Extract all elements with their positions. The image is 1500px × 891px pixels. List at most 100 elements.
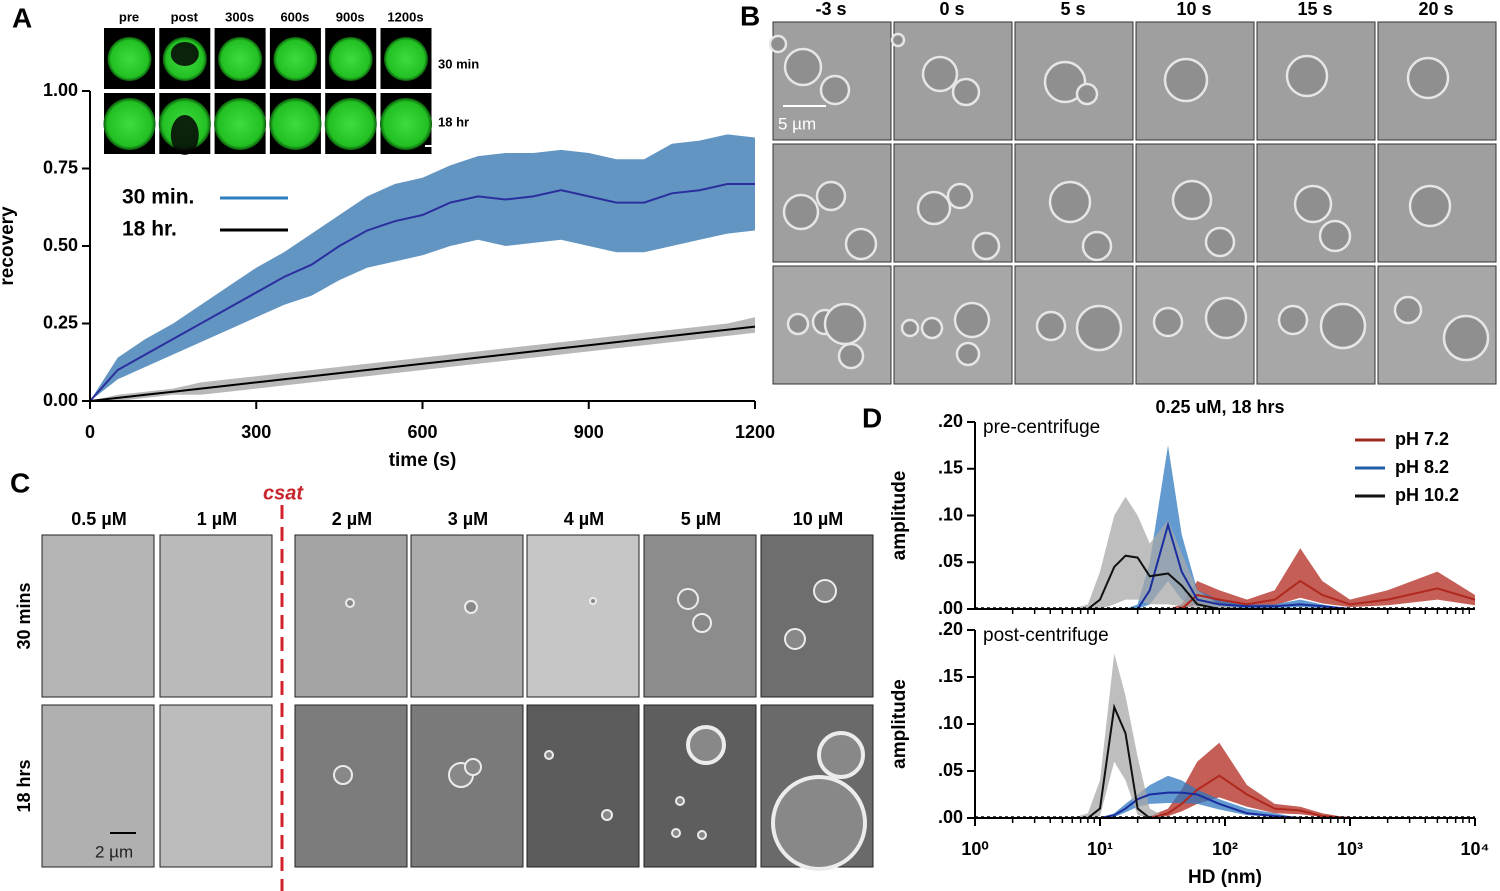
droplet [783, 47, 823, 87]
mean-line [89, 325, 756, 402]
caption: 0.25 uM, 18 hrs [1155, 397, 1284, 417]
scale-bar-label: 5 µm [778, 114, 816, 133]
bleach-spot [170, 115, 199, 155]
droplet [786, 312, 810, 336]
column-label: 0 s [939, 0, 964, 19]
droplet [890, 32, 906, 48]
droplet [817, 731, 865, 779]
droplet [107, 37, 152, 81]
column-label: 10 µM [793, 509, 843, 529]
panel-label: C [10, 467, 30, 498]
row-label: 18 hr [438, 114, 469, 129]
droplet [324, 98, 377, 150]
micrograph [526, 704, 640, 868]
droplet [953, 301, 991, 339]
micrograph [41, 534, 155, 698]
y-tick-label: .05 [938, 760, 963, 780]
column-label: 4 µM [564, 509, 604, 529]
column-label: 600s [280, 9, 309, 24]
droplet [1163, 57, 1209, 103]
droplet [269, 98, 322, 150]
x-axis-label: HD (nm) [1188, 867, 1262, 888]
droplet [946, 182, 974, 210]
threshold-label: csat [263, 482, 304, 504]
column-label: -3 s [815, 0, 846, 19]
y-tick-label: .10 [938, 713, 963, 733]
y-tick-label: .15 [938, 458, 963, 478]
droplet [1204, 296, 1248, 340]
micrograph [760, 534, 874, 698]
x-tick-label: 1200 [735, 422, 775, 442]
droplet [544, 750, 554, 760]
droplet [1204, 226, 1236, 258]
y-tick-label: .20 [938, 619, 963, 639]
x-tick-label: 10⁴ [1461, 839, 1490, 859]
mean-line [89, 183, 755, 402]
droplet [589, 597, 597, 605]
micrograph [526, 534, 640, 698]
y-tick-label: .00 [938, 598, 963, 618]
chart-title: post-centrifuge [983, 625, 1109, 646]
confidence-band [975, 775, 1475, 818]
confidence-band [90, 317, 755, 401]
droplet [1293, 184, 1333, 224]
y-tick-label: 1.00 [43, 80, 78, 100]
legend-label: pH 10.2 [1395, 485, 1459, 505]
y-axis-label: amplitude [889, 679, 910, 769]
micrograph [159, 704, 273, 868]
droplet [782, 193, 820, 231]
scale-bar-label: 2 µm [95, 842, 133, 861]
column-label: 15 s [1297, 0, 1332, 19]
column-label: 1200s [387, 9, 423, 24]
droplet [1035, 310, 1067, 342]
y-tick-label: 0.00 [43, 390, 78, 410]
droplet [951, 77, 981, 107]
column-label: 0.5 µM [71, 509, 126, 529]
droplet [464, 600, 478, 614]
droplet [844, 227, 878, 261]
bleach-spot [170, 42, 199, 66]
legend-label: 30 min. [122, 186, 194, 209]
droplet [464, 758, 482, 776]
y-axis-label: amplitude [889, 471, 910, 561]
droplet [1442, 314, 1490, 362]
droplet [380, 98, 432, 150]
droplet [1277, 304, 1309, 336]
x-tick-label: 600 [407, 422, 437, 442]
droplet [1171, 179, 1213, 221]
droplet [686, 725, 726, 765]
droplet [1406, 56, 1450, 100]
droplet [333, 765, 353, 785]
confidence-band [90, 134, 755, 401]
droplet [601, 809, 613, 821]
droplet [692, 613, 712, 633]
y-tick-label: .15 [938, 666, 963, 686]
droplet [1075, 304, 1123, 352]
column-label: 300s [225, 9, 254, 24]
droplet [345, 598, 355, 608]
droplet [1319, 302, 1367, 350]
droplet [218, 37, 263, 81]
droplet [103, 98, 156, 150]
micrograph [294, 534, 408, 698]
column-label: 5 µM [681, 509, 721, 529]
x-tick-label: 10⁰ [961, 839, 988, 859]
y-tick-label: 0.50 [43, 235, 78, 255]
micrograph [159, 534, 273, 698]
droplet [1152, 306, 1184, 338]
row-label: 18 hrs [14, 759, 34, 812]
y-tick-label: .05 [938, 551, 963, 571]
droplet [916, 190, 952, 226]
legend-label: pH 8.2 [1395, 457, 1449, 477]
droplet [900, 318, 920, 338]
y-axis-label: recovery [0, 206, 18, 286]
legend-label: 18 hr. [122, 218, 177, 241]
droplet [328, 37, 373, 81]
micrograph [294, 704, 408, 868]
droplet [1318, 219, 1352, 253]
chart-title: pre-centrifuge [983, 417, 1100, 438]
droplet [768, 34, 788, 54]
confidence-band [975, 496, 1475, 609]
column-label: 2 µM [332, 509, 372, 529]
droplet [1408, 184, 1452, 228]
